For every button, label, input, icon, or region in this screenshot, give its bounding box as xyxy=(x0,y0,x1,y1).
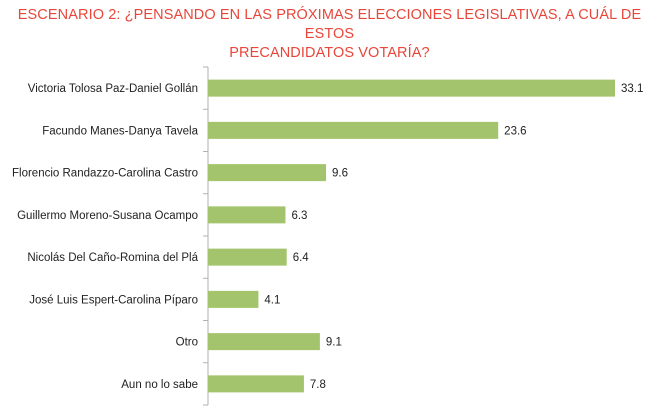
data-label: 6.4 xyxy=(293,252,310,264)
data-label: 9.6 xyxy=(332,168,348,180)
category-label: Aun no lo sabe xyxy=(121,379,198,391)
data-label: 6.3 xyxy=(291,210,307,222)
chart-title-line-2: PRECANDIDATOS VOTARÍA? xyxy=(229,45,430,61)
data-label: 7.8 xyxy=(310,379,326,391)
bar xyxy=(208,79,615,97)
data-label: 33.1 xyxy=(621,83,643,95)
category-label: Facundo Manes-Danya Tavela xyxy=(42,125,198,137)
bar xyxy=(208,290,259,308)
category-label: Victoria Tolosa Paz-Daniel Gollán xyxy=(28,83,198,95)
bar xyxy=(208,121,499,139)
data-label: 23.6 xyxy=(504,125,526,137)
bar xyxy=(208,333,320,351)
chart-title-line-1: ESCENARIO 2: ¿PENSANDO EN LAS PRÓXIMAS E… xyxy=(17,7,642,42)
category-label: Nicolás Del Caño-Romina del Plá xyxy=(27,252,198,264)
bar xyxy=(208,206,286,224)
chart-title: ESCENARIO 2: ¿PENSANDO EN LAS PRÓXIMAS E… xyxy=(0,6,659,63)
category-label: Florencio Randazzo-Carolina Castro xyxy=(12,168,198,180)
category-label: Guillermo Moreno-Susana Ocampo xyxy=(17,210,198,222)
bar xyxy=(208,164,327,182)
bar xyxy=(208,248,287,266)
data-label: 9.1 xyxy=(326,337,342,349)
category-label: José Luis Espert-Carolina Píparo xyxy=(29,294,198,306)
data-label: 4.1 xyxy=(264,294,280,306)
category-label: Otro xyxy=(176,337,198,349)
bar xyxy=(208,375,304,393)
